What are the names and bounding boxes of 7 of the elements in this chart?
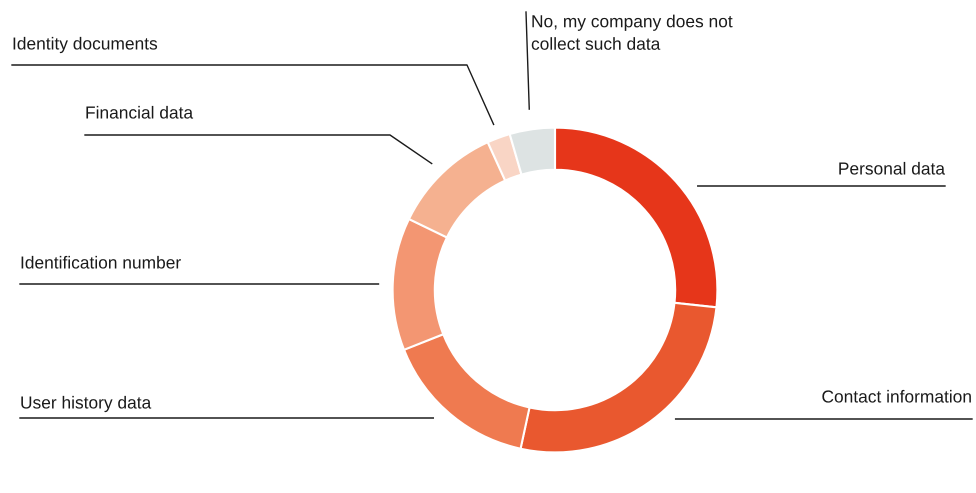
slice-label: Contact information [822, 390, 971, 403]
slice-label: Personal data [839, 162, 946, 175]
slice-label: Identity documents [14, 36, 158, 54]
slice-label: No, my company does not collect such data [532, 14, 733, 50]
slice-label: Financial data [86, 106, 194, 119]
slice-label: User history data [21, 396, 152, 412]
slice-label: Identification number [22, 256, 181, 269]
